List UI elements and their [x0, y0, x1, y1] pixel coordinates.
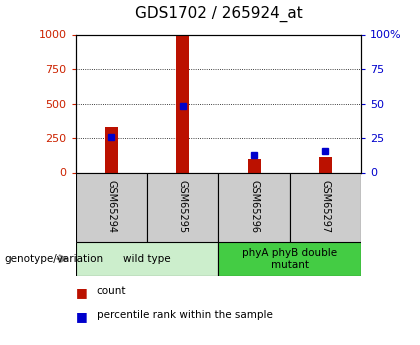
Text: count: count: [97, 286, 126, 296]
Bar: [147, 172, 218, 242]
Text: GSM65297: GSM65297: [320, 180, 331, 234]
Text: ■: ■: [76, 286, 87, 299]
Bar: [248, 159, 260, 172]
Bar: [290, 172, 361, 242]
Text: GSM65294: GSM65294: [106, 180, 116, 234]
Bar: [218, 241, 361, 276]
Bar: [76, 172, 147, 242]
Text: wild type: wild type: [123, 254, 171, 264]
Bar: [319, 157, 332, 172]
Text: GSM65295: GSM65295: [178, 180, 188, 234]
Text: GDS1702 / 265924_at: GDS1702 / 265924_at: [134, 6, 302, 22]
Bar: [218, 172, 290, 242]
Text: phyA phyB double
mutant: phyA phyB double mutant: [242, 248, 337, 269]
Text: genotype/variation: genotype/variation: [4, 254, 103, 264]
Bar: [105, 127, 118, 172]
Bar: [76, 241, 218, 276]
Text: GSM65296: GSM65296: [249, 180, 259, 234]
Bar: [176, 34, 189, 172]
Text: ■: ■: [76, 310, 87, 324]
Text: percentile rank within the sample: percentile rank within the sample: [97, 310, 273, 321]
